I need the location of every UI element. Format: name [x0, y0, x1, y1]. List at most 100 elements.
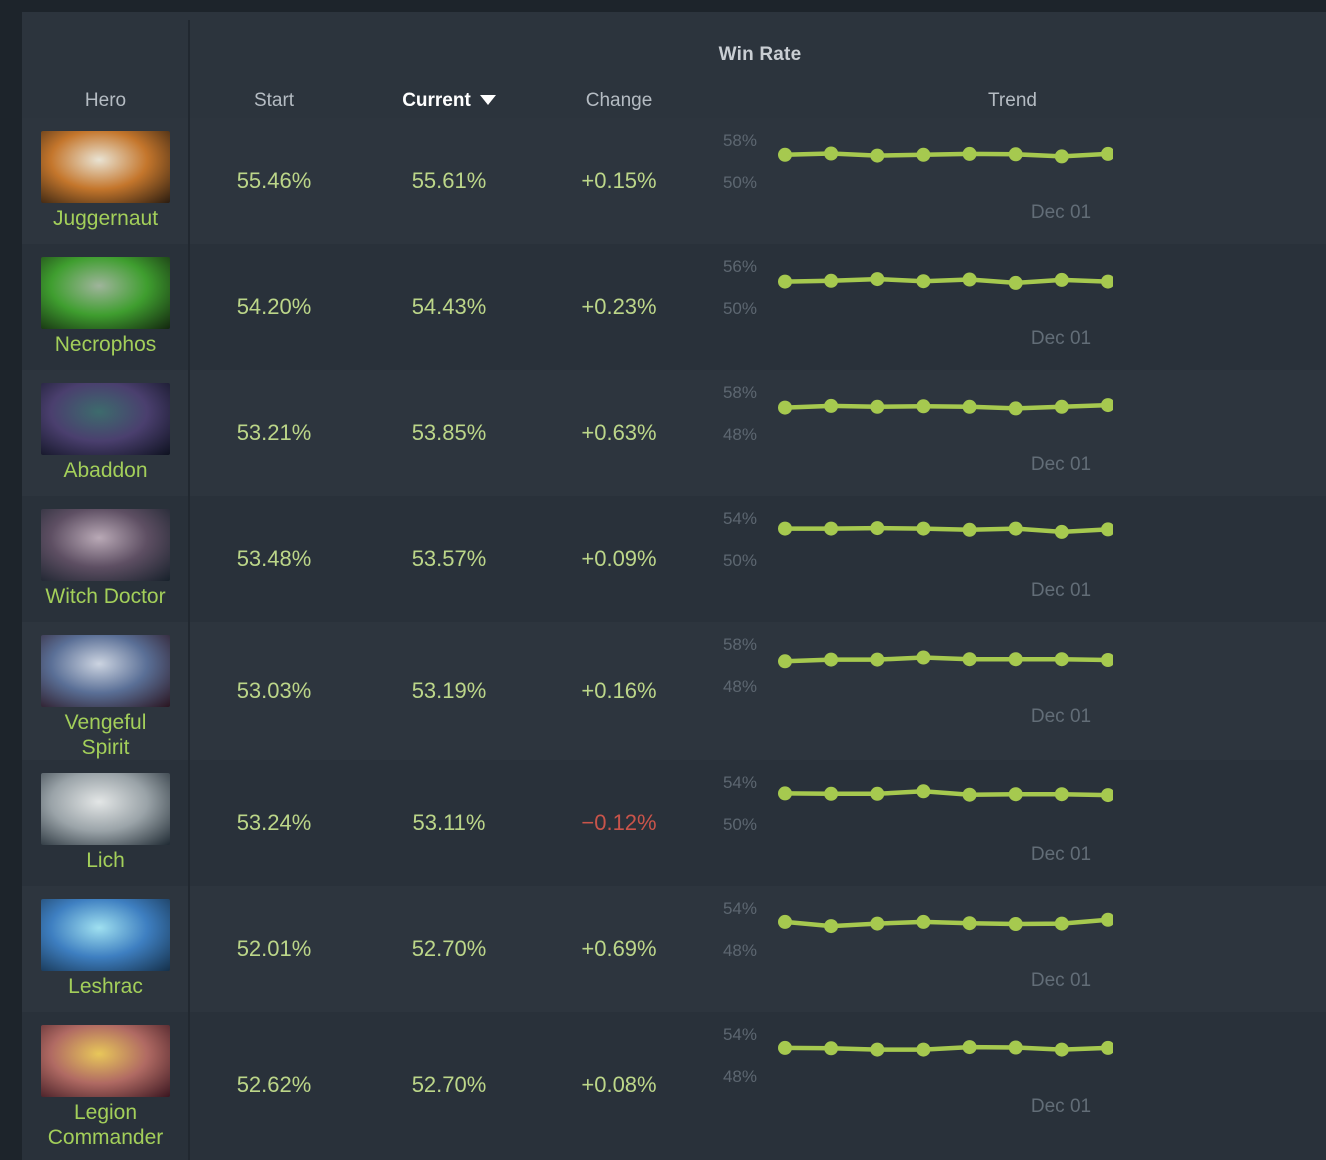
- trend-cell: 54% 50% Dec 01: [699, 496, 1326, 622]
- change-value: +0.63%: [581, 420, 657, 445]
- trend-sparkline-chart: [778, 650, 1113, 669]
- current-winrate-value: 53.11%: [412, 810, 486, 835]
- hero-portrait[interactable]: [41, 899, 170, 971]
- hero-cell: Witch Doctor: [22, 496, 189, 622]
- trend-sparkline-chart: [778, 398, 1113, 416]
- hero-name-link[interactable]: Leshrac: [68, 975, 143, 998]
- trend-axis-bottom-label: 50%: [722, 299, 757, 318]
- trend-sparkline-chart: [778, 272, 1113, 290]
- trend-cell: 56% 50% Dec 01: [699, 244, 1326, 370]
- trend-axis-top-label: 56%: [722, 257, 757, 276]
- current-winrate-value: 53.85%: [411, 420, 487, 445]
- hero-name-link[interactable]: Legion Commander: [47, 1101, 164, 1149]
- change-value: +0.23%: [581, 294, 657, 319]
- hero-column-divider: [188, 20, 190, 1160]
- hero-name-link[interactable]: Lich: [86, 849, 125, 872]
- change-value: −0.12%: [581, 810, 657, 835]
- current-winrate-value: 52.70%: [411, 1071, 487, 1097]
- current-winrate-value: 55.61%: [411, 168, 487, 193]
- start-winrate-value: 54.20%: [236, 294, 312, 319]
- trend-date-label: Dec 01: [1030, 706, 1092, 727]
- hero-name-link[interactable]: Witch Doctor: [45, 585, 166, 608]
- trend-axis-bottom-label: 50%: [722, 551, 757, 570]
- trend-cell: 58% 48% Dec 01: [699, 370, 1326, 496]
- hero-portrait[interactable]: [41, 131, 170, 203]
- col-header-hero[interactable]: Hero: [84, 90, 127, 111]
- trend-cell: 58% 50% Dec 01: [699, 118, 1326, 244]
- start-winrate-value: 52.62%: [236, 1071, 312, 1097]
- trend-axis-top-label: 58%: [722, 131, 757, 150]
- col-header-current[interactable]: Current: [359, 90, 539, 112]
- col-header-start[interactable]: Start: [253, 90, 295, 111]
- trend-sparkline-chart: [778, 146, 1113, 164]
- table-body: Juggernaut 55.46% 55.61% +0.15% 58% 50% …: [22, 118, 1326, 1157]
- trend-date-label: Dec 01: [1030, 202, 1092, 223]
- trend-sparkline-chart: [778, 784, 1113, 803]
- trend-axis-bottom-label: 48%: [722, 425, 757, 444]
- trend-axis-bottom-label: 50%: [722, 173, 757, 192]
- start-winrate-value: 52.01%: [236, 936, 312, 961]
- trend-date-label: Dec 01: [1030, 970, 1092, 991]
- table-row: Lich 53.24% 53.11% −0.12% 54% 50% Dec 01: [22, 760, 1326, 886]
- start-winrate-value: 53.24%: [236, 810, 312, 835]
- start-winrate-value: 53.48%: [236, 546, 312, 571]
- hero-name-link[interactable]: Abaddon: [63, 459, 148, 482]
- table-row: Juggernaut 55.46% 55.61% +0.15% 58% 50% …: [22, 118, 1326, 244]
- col-header-current-label: Current: [402, 90, 471, 111]
- start-winrate-value: 53.03%: [236, 678, 312, 703]
- trend-axis-top-label: 54%: [722, 1025, 757, 1044]
- hero-cell: Vengeful Spirit: [22, 622, 189, 760]
- trend-axis-top-label: 58%: [722, 635, 757, 654]
- hero-name-link[interactable]: Vengeful Spirit: [64, 711, 147, 759]
- hero-cell: Juggernaut: [22, 118, 189, 244]
- current-winrate-value: 54.43%: [411, 294, 487, 319]
- start-winrate-value: 53.21%: [236, 420, 312, 445]
- hero-portrait[interactable]: [41, 383, 170, 455]
- hero-portrait[interactable]: [41, 635, 170, 707]
- trend-axis-top-label: 54%: [722, 773, 757, 792]
- trend-date-label: Dec 01: [1030, 454, 1092, 475]
- trend-sparkline-chart: [778, 521, 1113, 539]
- change-value: +0.15%: [581, 168, 657, 193]
- win-rate-title: Win Rate: [718, 44, 802, 65]
- table-header: Win Rate Hero Start Current Change Trend: [22, 12, 1326, 118]
- trend-cell: 58% 48% Dec 01: [699, 622, 1326, 760]
- trend-axis-top-label: 54%: [722, 899, 757, 918]
- trend-date-label: Dec 01: [1030, 844, 1092, 865]
- table-row: Vengeful Spirit 53.03% 53.19% +0.16% 58%…: [22, 622, 1326, 760]
- table-row: Legion Commander 52.62% 52.70% +0.08% 54…: [22, 1012, 1326, 1157]
- trend-axis-top-label: 54%: [722, 509, 757, 528]
- sort-descending-icon: [479, 94, 496, 105]
- trend-cell: 54% 48% Dec 01: [699, 1012, 1326, 1157]
- table-row: Abaddon 53.21% 53.85% +0.63% 58% 48% Dec…: [22, 370, 1326, 496]
- hero-cell: Necrophos: [22, 244, 189, 370]
- change-value: +0.69%: [581, 936, 657, 961]
- trend-date-label: Dec 01: [1030, 580, 1092, 601]
- trend-date-label: Dec 01: [1030, 328, 1092, 349]
- hero-name-link[interactable]: Juggernaut: [52, 207, 159, 230]
- table-row: Leshrac 52.01% 52.70% +0.69% 54% 48% Dec…: [22, 886, 1326, 1012]
- column-headers: Hero Start Current Change Trend: [22, 90, 1326, 112]
- hero-cell: Legion Commander: [22, 1012, 189, 1157]
- hero-portrait[interactable]: [41, 509, 170, 581]
- trend-sparkline-chart: [778, 1040, 1113, 1057]
- current-winrate-value: 53.57%: [411, 546, 487, 571]
- trend-axis-bottom-label: 48%: [722, 941, 757, 960]
- winrate-table: Win Rate Hero Start Current Change Trend…: [22, 12, 1326, 1160]
- hero-cell: Leshrac: [22, 886, 189, 1012]
- trend-cell: 54% 48% Dec 01: [699, 886, 1326, 1012]
- hero-name-link[interactable]: Necrophos: [54, 333, 157, 356]
- hero-portrait[interactable]: [41, 257, 170, 329]
- hero-portrait[interactable]: [41, 773, 170, 845]
- col-header-change[interactable]: Change: [585, 90, 653, 111]
- hero-cell: Abaddon: [22, 370, 189, 496]
- trend-date-label: Dec 01: [1030, 1096, 1092, 1117]
- current-winrate-value: 53.19%: [411, 678, 487, 703]
- current-winrate-value: 52.70%: [411, 936, 487, 961]
- change-value: +0.16%: [581, 678, 657, 703]
- trend-axis-top-label: 58%: [722, 383, 757, 402]
- hero-portrait[interactable]: [41, 1025, 170, 1097]
- trend-cell: 54% 50% Dec 01: [699, 760, 1326, 886]
- col-header-trend: Trend: [988, 90, 1037, 111]
